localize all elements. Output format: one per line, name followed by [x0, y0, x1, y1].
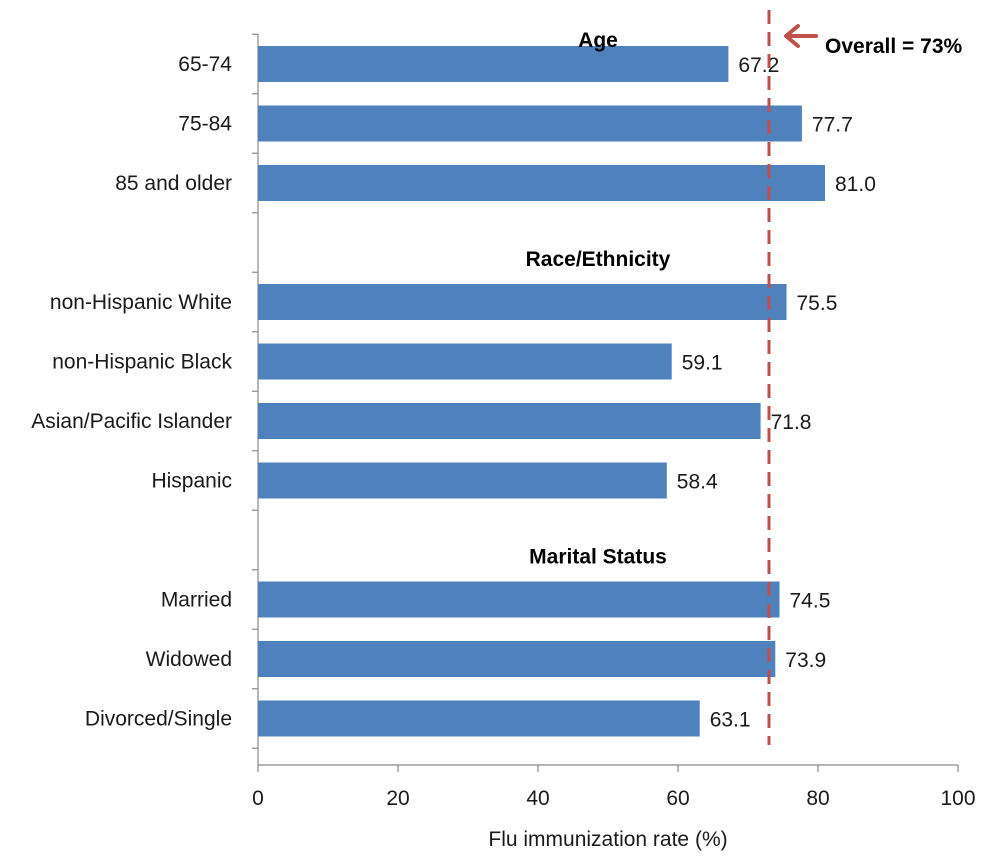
bar — [258, 462, 667, 499]
bars — [258, 46, 825, 737]
data-label: 63.1 — [710, 709, 751, 732]
category-label: Hispanic — [151, 470, 232, 493]
x-tick-label: 20 — [386, 787, 409, 810]
x-tick-label: 0 — [252, 787, 264, 810]
category-label: Divorced/Single — [85, 708, 232, 731]
bar — [258, 403, 761, 439]
labels: Age 65-74 67.2 75-84 77.7 85 and older 81.0 Rac… — [31, 29, 876, 732]
reference-line-group: Overall = 73% — [767, 10, 963, 745]
category-label: 65-74 — [178, 53, 232, 76]
group-title: Age — [578, 29, 618, 52]
data-label: 75.5 — [797, 292, 838, 315]
data-label: 58.4 — [677, 471, 718, 494]
x-axis-title: Flu immunization rate (%) — [488, 828, 727, 851]
data-label: 81.0 — [835, 173, 876, 196]
x-tick-label: 100 — [940, 787, 975, 810]
category-label: Asian/Pacific Islander — [31, 410, 232, 433]
bar — [258, 581, 780, 618]
group-title: Marital Status — [529, 546, 667, 569]
category-label: non-Hispanic White — [50, 291, 232, 314]
category-label: Married — [161, 589, 232, 612]
x-tick-label: 60 — [666, 787, 689, 810]
category-label: 75-84 — [178, 113, 232, 136]
x-tick-label: 80 — [806, 787, 829, 810]
axes: 0 20 40 60 80 100 Flu immunization rate (%) — [252, 33, 976, 851]
data-label: 73.9 — [785, 649, 826, 672]
bar — [258, 641, 776, 677]
data-label: 59.1 — [682, 352, 723, 375]
group-title: Race/Ethnicity — [526, 248, 671, 271]
bar — [258, 165, 825, 201]
bar — [258, 700, 700, 737]
arrow-left-icon — [784, 24, 818, 48]
x-tick-label: 40 — [526, 787, 549, 810]
data-label: 67.2 — [738, 54, 779, 77]
reference-line-label: Overall = 73% — [825, 35, 963, 58]
bar — [258, 284, 787, 320]
category-label: non-Hispanic Black — [52, 351, 232, 374]
data-label: 74.5 — [790, 590, 831, 613]
bar — [258, 343, 672, 380]
data-label: 71.8 — [771, 411, 812, 434]
category-label: Widowed — [146, 648, 232, 671]
bar — [258, 105, 802, 142]
category-label: 85 and older — [115, 172, 232, 195]
data-label: 77.7 — [812, 114, 853, 137]
bar — [258, 46, 729, 82]
